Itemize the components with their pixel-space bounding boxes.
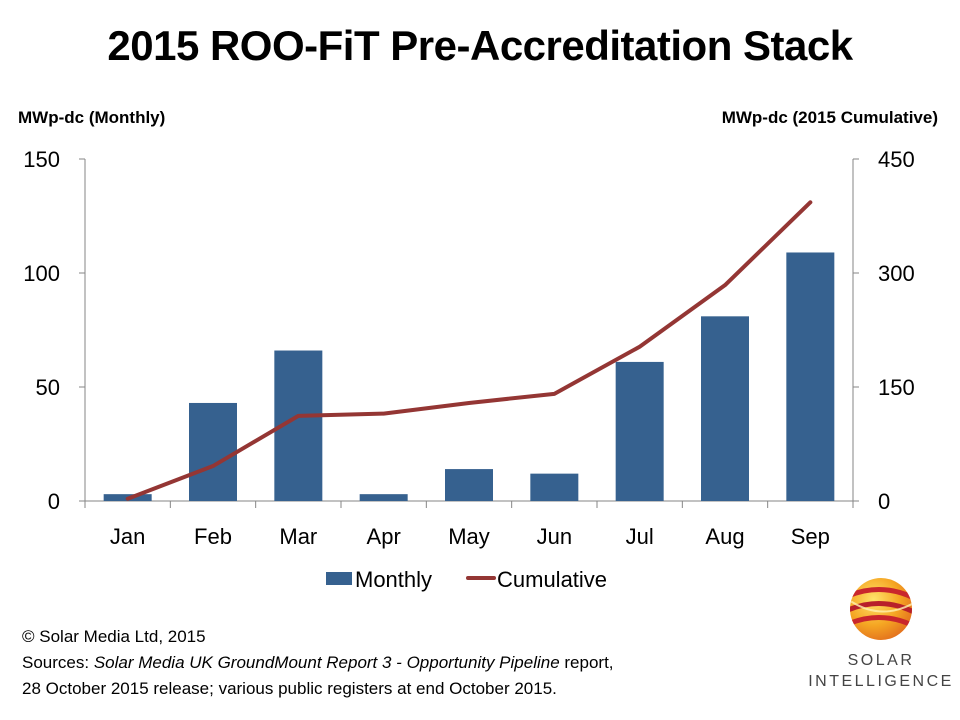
right-tick-label: 450 — [878, 147, 915, 172]
x-tick-label: Aug — [705, 524, 744, 549]
x-tick-label: May — [448, 524, 490, 549]
brand-name-line2: INTELLIGENCE — [808, 673, 954, 690]
bar-monthly — [359, 494, 408, 501]
right-tick-label: 150 — [878, 375, 915, 400]
legend-label-monthly: Monthly — [355, 567, 432, 592]
bar-monthly — [615, 361, 664, 501]
cumulative-line — [125, 200, 813, 501]
x-tick-label: Jan — [110, 524, 145, 549]
brand-block: SOLAR INTELLIGENCE — [806, 574, 956, 692]
right-tick-label: 300 — [878, 261, 915, 286]
bar-monthly — [530, 473, 579, 501]
x-tick-label: Sep — [791, 524, 830, 549]
bar-monthly — [701, 316, 749, 501]
chart-title: 2015 ROO-FiT Pre-Accreditation Stack — [107, 22, 853, 69]
left-tick-label: 0 — [48, 489, 60, 514]
solar-intelligence-logo-icon — [850, 578, 912, 640]
left-tick-label: 50 — [36, 375, 60, 400]
legend-swatch-monthly — [326, 572, 352, 585]
x-tick-label: Jun — [537, 524, 572, 549]
sources-report-title: Solar Media UK GroundMount Report 3 - Op… — [93, 653, 560, 672]
x-tick-label: Mar — [279, 524, 317, 549]
chart: 0 50 100 150 0 150 300 450 Jan Feb Mar Apr May Jun Jul… — [23, 147, 915, 592]
right-tick-label: 0 — [878, 489, 890, 514]
sources-release-line: 28 October 2015 release; various public … — [22, 679, 557, 698]
x-tick-label: Apr — [367, 524, 401, 549]
sources-suffix: report, — [559, 653, 614, 672]
right-axis-unit: MWp-dc (2015 Cumulative) — [721, 108, 938, 127]
bar-monthly — [189, 402, 237, 501]
left-tick-label: 150 — [23, 147, 60, 172]
sources-line: Sources: Solar Media UK GroundMount Repo… — [22, 650, 614, 676]
left-axis-unit: MWp-dc (Monthly) — [18, 108, 166, 127]
x-tick-label: Jul — [626, 524, 654, 549]
x-tick-label: Feb — [194, 524, 232, 549]
legend-label-cumulative: Cumulative — [497, 567, 607, 592]
bar-monthly — [445, 469, 493, 501]
footer: © Solar Media Ltd, 2015 Sources: Solar M… — [22, 624, 614, 702]
bar-monthly — [786, 252, 835, 501]
sources-prefix: Sources: — [22, 653, 94, 672]
left-tick-label: 100 — [23, 261, 60, 286]
brand-name-line1: SOLAR — [847, 652, 915, 669]
copyright-line: © Solar Media Ltd, 2015 — [22, 627, 206, 646]
